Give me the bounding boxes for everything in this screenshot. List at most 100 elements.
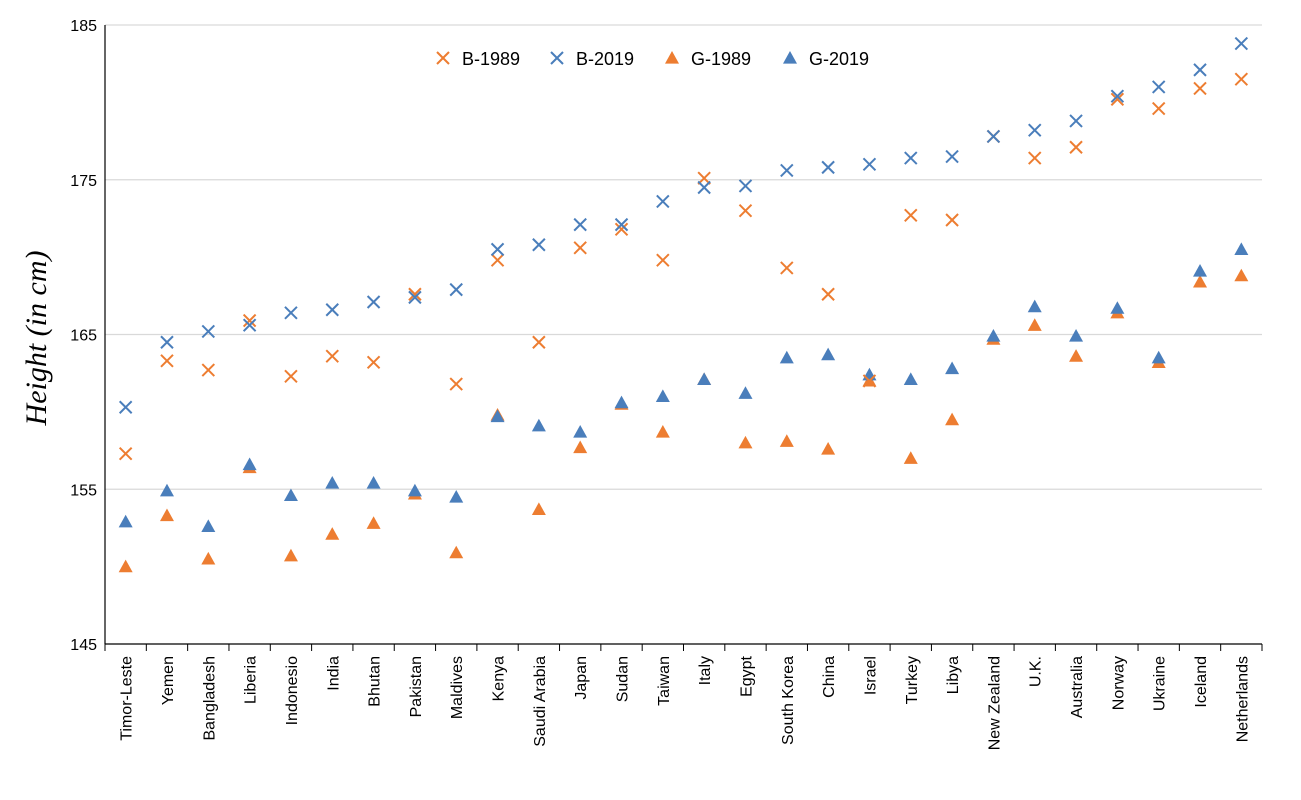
data-point (118, 559, 133, 573)
data-point (1110, 92, 1125, 106)
data-point (738, 179, 753, 193)
data-point (283, 548, 298, 562)
data-point (407, 483, 422, 497)
x-tick-label: U.K. (1028, 656, 1045, 687)
x-tick-label: Libya (945, 656, 962, 694)
data-point (903, 451, 918, 464)
data-point (1027, 318, 1042, 331)
legend-marker (550, 51, 564, 65)
data-point (325, 303, 339, 317)
data-point (738, 203, 753, 218)
x-tick-label: Iceland (1193, 656, 1210, 708)
data-point (490, 253, 505, 267)
data-point (1110, 89, 1125, 103)
y-tick-labels: 145 155 165 175 185 (70, 18, 97, 654)
data-point (449, 489, 464, 503)
x-tick-label: Australia (1069, 656, 1086, 718)
data-point (159, 508, 174, 522)
data-point (1028, 123, 1042, 137)
x-tick-label: Taiwan (656, 656, 673, 706)
legend-label: G-1989 (691, 49, 751, 69)
x-tick-label: Egypt (738, 655, 755, 696)
data-point (862, 367, 877, 381)
data-point (821, 442, 836, 455)
data-point (449, 377, 463, 391)
data-point (1151, 350, 1166, 364)
data-points (118, 36, 1249, 573)
x-tick-label: Kenya (491, 656, 508, 701)
data-point (408, 287, 422, 301)
data-point (780, 261, 794, 275)
x-tick-label: Liberia (243, 656, 260, 704)
data-point (1193, 81, 1207, 96)
data-point (160, 354, 174, 368)
data-point (1234, 268, 1249, 282)
data-point (201, 519, 216, 532)
data-point (532, 335, 546, 349)
data-point (821, 347, 836, 361)
x-tick-label: India (325, 656, 342, 691)
data-point (573, 217, 587, 232)
data-point (325, 527, 340, 540)
data-point (904, 208, 918, 223)
data-point (1234, 242, 1249, 255)
data-point (284, 369, 298, 383)
x-tick-label: Italy (697, 656, 714, 685)
x-tick-label: Japan (573, 656, 590, 700)
data-point (449, 282, 463, 297)
y-axis-label: Height (in cm) (20, 251, 53, 427)
data-point (986, 129, 1001, 144)
series-B-2019 (118, 36, 1249, 414)
x-tick-label: Pakistan (408, 656, 425, 717)
data-point (242, 457, 257, 471)
data-point (242, 313, 257, 328)
data-point (366, 355, 381, 370)
data-point (614, 217, 629, 232)
data-point (490, 242, 505, 257)
data-point (862, 157, 877, 171)
data-point (656, 253, 670, 267)
data-point (532, 238, 546, 252)
y-tick-label: 175 (70, 173, 97, 190)
data-point (1234, 72, 1249, 86)
legend-label: B-1989 (462, 49, 520, 69)
y-tick-label: 185 (70, 18, 97, 35)
gridlines (105, 24, 1262, 490)
y-tick-label: 165 (70, 328, 97, 345)
data-point (366, 295, 381, 309)
data-point (945, 412, 960, 426)
x-tick-label: Israel (862, 656, 879, 695)
x-tick-label: Timor-Leste (119, 656, 136, 741)
data-point (945, 149, 959, 164)
x-tick-label: Netherlands (1234, 656, 1251, 742)
data-point (1151, 101, 1166, 116)
series-G-1989 (118, 268, 1249, 573)
data-point (366, 516, 381, 529)
data-point (201, 551, 216, 565)
data-point (1069, 329, 1084, 342)
data-point (325, 476, 340, 489)
data-point (283, 488, 298, 502)
x-tick-label: Bhutan (367, 656, 384, 707)
legend-marker (783, 51, 797, 64)
data-point (903, 372, 918, 385)
legend-label: B-2019 (576, 49, 634, 69)
data-point (1193, 63, 1207, 77)
data-point (945, 361, 960, 375)
data-point (986, 329, 1001, 342)
x-tick-label: Saudi Arabia (532, 656, 549, 747)
data-point (821, 287, 835, 301)
data-point (118, 400, 133, 414)
data-point (945, 213, 959, 227)
data-point (655, 389, 670, 402)
data-point (1069, 114, 1083, 128)
data-point (201, 363, 216, 377)
x-tick-label: Turkey (904, 656, 921, 704)
data-point (201, 324, 216, 339)
data-point (531, 502, 546, 515)
data-point (1069, 349, 1084, 362)
x-tick-labels: Timor-Leste Yemen Bangladesh Liberia Indones… (119, 655, 1252, 750)
legend-label: G-2019 (809, 49, 869, 69)
data-point (1151, 80, 1166, 94)
